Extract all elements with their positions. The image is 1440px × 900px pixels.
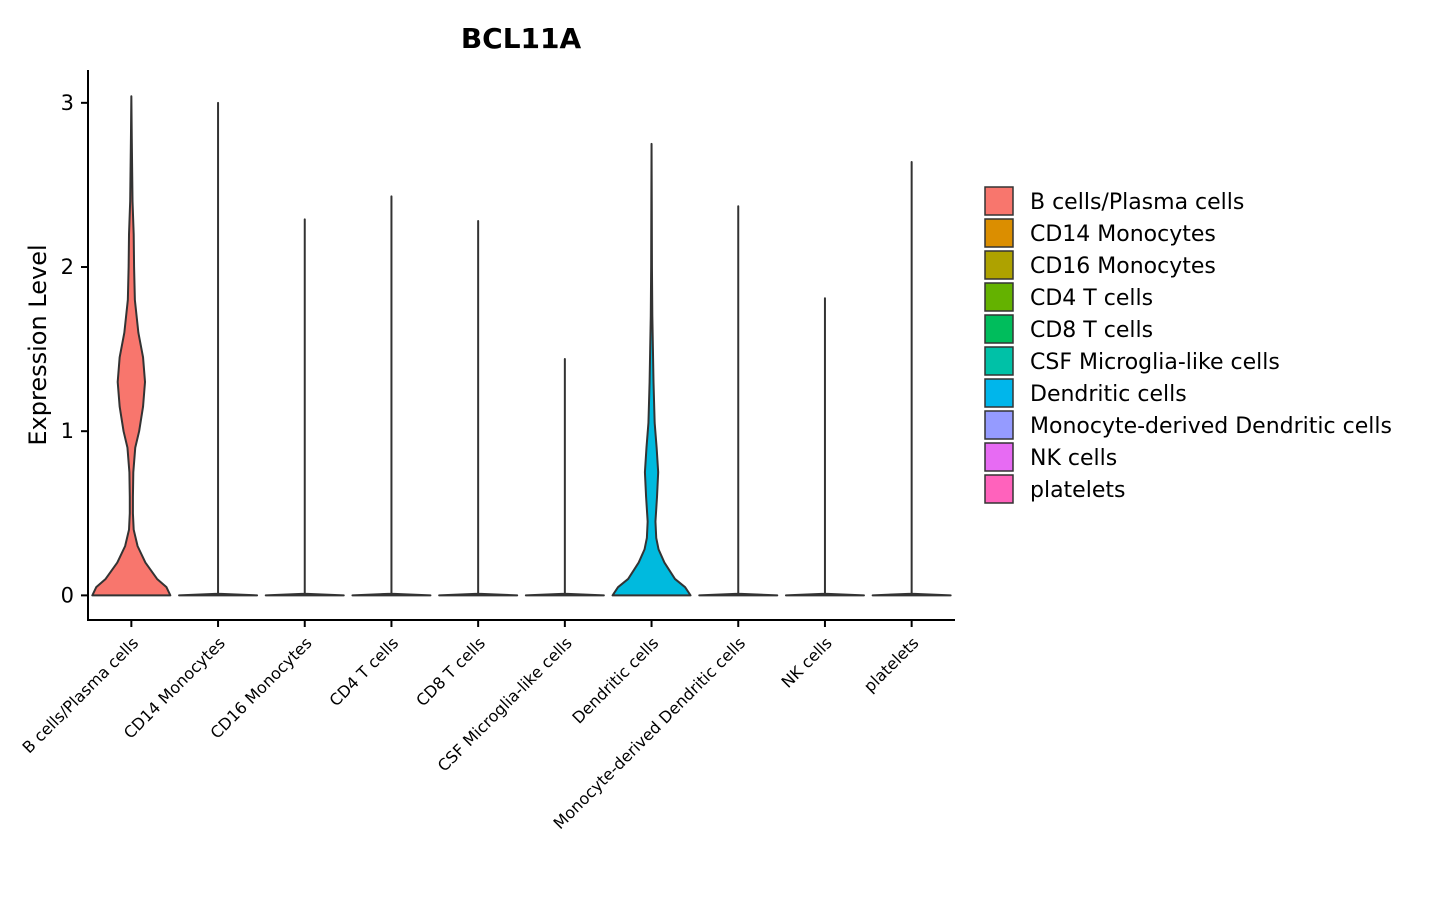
violin-b-cells-plasma-cells	[91, 95, 172, 597]
chart-title: BCL11A	[461, 22, 582, 55]
legend-label: Dendritic cells	[1030, 382, 1187, 407]
legend-label: platelets	[1030, 478, 1125, 503]
legend-label: CD16 Monocytes	[1030, 254, 1216, 279]
legend: B cells/Plasma cells CD14 Monocytes CD16 M…	[984, 186, 1392, 504]
y-ticks-group: 0 1 2 3	[61, 91, 88, 607]
legend-key-monocyte-derived-dendritic-cells	[984, 410, 1014, 440]
violin-cd14-monocytes	[178, 101, 259, 597]
violin-dendritic-cells	[611, 142, 692, 597]
y-tick-label: 1	[61, 419, 74, 443]
legend-label: CD8 T cells	[1030, 318, 1153, 343]
legend-key-nk-cells	[984, 442, 1014, 472]
legend-key-cd4-t-cells	[984, 282, 1014, 312]
violins-group	[91, 95, 952, 597]
violin-platelets	[871, 160, 952, 597]
x-tick-label: B cells/Plasma cells	[19, 633, 143, 757]
legend-key-dendritic-cells	[984, 378, 1014, 408]
violin-cd4-t-cells	[351, 195, 432, 597]
legend-label: NK cells	[1030, 446, 1117, 471]
legend-label: CD4 T cells	[1030, 286, 1153, 311]
y-tick-label: 2	[61, 255, 74, 279]
legend-key-b-cells-plasma-cells	[984, 186, 1014, 216]
legend-key-csf-microglia-like-cells	[984, 346, 1014, 376]
x-tick-label: Dendritic cells	[568, 633, 662, 727]
x-tick-label: Monocyte-derived Dendritic cells	[550, 633, 750, 833]
legend-label: CSF Microglia-like cells	[1030, 350, 1280, 375]
x-tick-label: CD4 T cells	[326, 633, 403, 710]
violin-cd16-monocytes	[264, 218, 345, 597]
legend-key-cd16-monocytes	[984, 250, 1014, 280]
y-tick-label: 0	[61, 583, 74, 607]
legend-key-cd14-monocytes	[984, 218, 1014, 248]
x-tick-label: CD8 T cells	[412, 633, 489, 710]
y-axis-label: Expression Level	[24, 244, 52, 445]
violin-nk-cells	[784, 297, 865, 597]
legend-key-cd8-t-cells	[984, 314, 1014, 344]
legend-label: B cells/Plasma cells	[1030, 190, 1244, 215]
violin-csf-microglia-like-cells	[524, 357, 605, 597]
legend-label: CD14 Monocytes	[1030, 222, 1216, 247]
x-tick-label: platelets	[860, 633, 923, 696]
legend-key-platelets	[984, 474, 1014, 504]
x-tick-label: NK cells	[777, 633, 835, 691]
violin-monocyte-derived-dendritic-cells	[698, 205, 779, 597]
y-tick-label: 3	[61, 91, 74, 115]
violin-cd8-t-cells	[438, 220, 519, 597]
legend-label: Monocyte-derived Dendritic cells	[1030, 414, 1392, 439]
